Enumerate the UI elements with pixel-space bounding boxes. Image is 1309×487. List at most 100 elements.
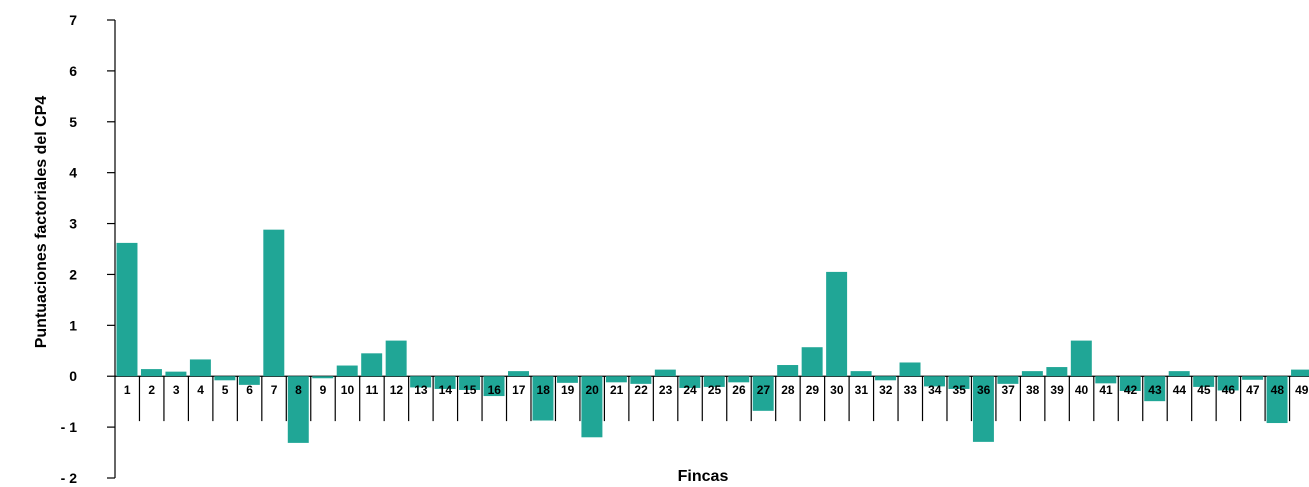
bar [948,376,970,389]
y-tick-label: - 1 [61,419,78,435]
category-label: 40 [1075,383,1089,397]
y-tick-labels-layer: 7 6 5 4 3 2 1 0 - 1 - 2 [61,12,78,486]
y-tick-label: 2 [69,266,77,282]
category-label: 11 [366,383,379,397]
axes-layer [107,19,1309,479]
bar [728,376,750,383]
category-label: 33 [904,383,918,397]
bar [703,376,725,387]
category-label: 19 [561,383,575,397]
bar [238,376,260,385]
y-tick-label: 1 [69,317,77,333]
category-label: 6 [246,383,253,397]
category-label: 31 [855,383,869,397]
bar [410,376,432,388]
category-label: 37 [1001,383,1015,397]
category-label: 48 [1271,383,1285,397]
category-label: 21 [610,383,624,397]
category-label: 38 [1026,383,1040,397]
bar [1046,367,1068,377]
category-label: 17 [512,383,526,397]
bar [214,376,236,381]
category-label: 12 [390,383,404,397]
bar [777,365,799,377]
category-label: 5 [222,383,229,397]
bar [826,271,848,377]
category-label: 27 [757,383,771,397]
bar [1217,376,1239,391]
bar [1242,376,1264,380]
bar [899,362,921,377]
bar [605,376,627,383]
category-label: 49 [1295,383,1309,397]
category-label: 29 [806,383,820,397]
category-label: 42 [1124,383,1138,397]
category-label: 3 [173,383,180,397]
bar [189,359,211,377]
bar [116,242,138,377]
y-tick-label: 4 [69,165,77,181]
bar [1193,376,1215,387]
bar [581,376,603,438]
category-label: 45 [1197,383,1211,397]
category-label: 23 [659,383,673,397]
x-axis-title: Fincas [678,468,729,485]
bar [312,376,334,379]
bar [336,365,358,377]
category-label: 30 [830,383,844,397]
bar [972,376,994,442]
y-tick-label: 3 [69,216,77,232]
category-label: 47 [1246,383,1260,397]
category-label: 8 [295,383,302,397]
bars-layer [116,229,1309,443]
bar [752,376,774,411]
bar [508,371,529,377]
bar [1070,340,1092,377]
category-label: 7 [271,383,278,397]
bar [1168,371,1190,377]
bar [1021,371,1043,377]
bar [997,376,1019,384]
category-label: 4 [197,383,204,397]
bar [1291,369,1309,377]
category-label: 13 [414,383,428,397]
category-labels-layer: 1 2 3 4 5 6 7 8 9 10 11 12 13 14 15 16 17 18 19 20 21 22 23 24 2… [124,383,1309,397]
category-label: 18 [537,383,551,397]
category-label: 2 [148,383,155,397]
category-label: 43 [1148,383,1162,397]
category-label: 14 [439,383,453,397]
bar [385,340,407,377]
y-tick-label: - 2 [61,470,78,486]
y-tick-label: 7 [69,12,77,28]
category-label: 24 [683,383,697,397]
y-tick-label: 5 [69,114,77,130]
y-tick-label: 6 [69,63,77,79]
bar [263,229,285,377]
category-label: 16 [488,383,502,397]
category-label: 10 [341,383,355,397]
bar [1144,376,1166,402]
bar [361,353,383,377]
category-label: 15 [463,383,477,397]
category-label: 1 [124,383,131,397]
bar [459,376,481,390]
bar [1095,376,1117,384]
bar [801,347,823,377]
category-label: 41 [1099,383,1113,397]
bar [556,376,578,383]
bar [630,376,652,384]
bar [434,376,456,389]
bar [140,369,162,377]
category-label: 28 [781,383,795,397]
bar [1266,376,1288,424]
bar [654,369,676,377]
bar [165,371,187,377]
category-label: 9 [320,383,327,397]
category-label: 34 [928,383,942,397]
bar [679,376,701,388]
bar [532,376,554,421]
bar [483,376,505,397]
bar [924,376,945,387]
bar [875,376,897,381]
